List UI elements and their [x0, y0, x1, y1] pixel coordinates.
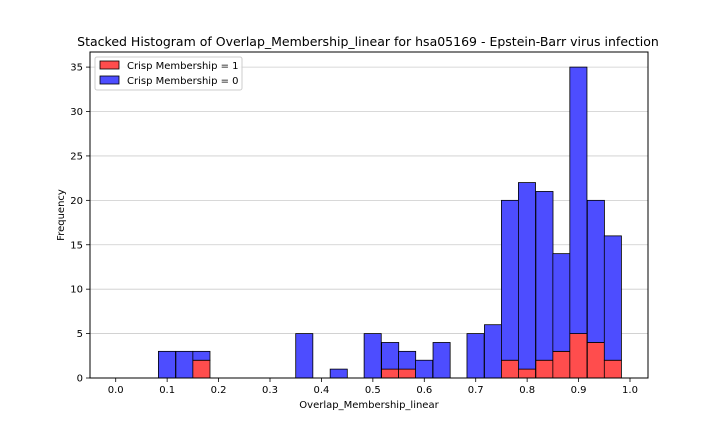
- y-axis-label: Frequency: [56, 189, 67, 241]
- legend-label-crisp-1: Crisp Membership = 1: [127, 61, 239, 72]
- y-tick-label: 35: [70, 63, 83, 74]
- bars-group: [157, 66, 622, 379]
- bar-crisp-0: [363, 333, 382, 379]
- bar-crisp-1: [569, 333, 588, 379]
- bar-crisp-1: [535, 359, 554, 379]
- legend-swatch-crisp-1: [99, 60, 120, 70]
- bar-crisp-0: [466, 333, 485, 379]
- x-tick-label: 0.3: [262, 385, 278, 396]
- bar-crisp-0: [415, 359, 434, 379]
- y-tick-label: 5: [77, 329, 83, 340]
- x-tick-label: 1.0: [622, 385, 638, 396]
- bar-crisp-0: [603, 235, 622, 361]
- bar-crisp-0: [295, 333, 314, 379]
- bar-crisp-0: [157, 350, 176, 379]
- bar-crisp-1: [381, 368, 400, 379]
- y-tick-label: 15: [70, 240, 83, 251]
- bar-crisp-0: [175, 350, 194, 379]
- legend-box: [94, 56, 243, 91]
- bar-crisp-1: [398, 368, 417, 379]
- x-tick-label: 0.1: [159, 385, 175, 396]
- plot-frame: [89, 51, 649, 379]
- legend: Crisp Membership = 1 Crisp Membership = …: [94, 56, 243, 91]
- x-axis-label: Overlap_Membership_linear: [299, 400, 439, 411]
- x-tick-label: 0.9: [571, 385, 587, 396]
- bar-crisp-0: [484, 324, 502, 379]
- bar-crisp-0: [518, 182, 536, 370]
- y-tick-label: 10: [70, 285, 83, 296]
- bar-crisp-0: [381, 342, 400, 370]
- x-axis-ticks: 0.0 0.1 0.2 0.3 0.4 0.5 0.6 0.7 0.8 0.9 1.0: [108, 378, 638, 396]
- x-tick-label: 0.5: [365, 385, 381, 396]
- bar-crisp-0: [586, 199, 605, 343]
- x-tick-label: 0.6: [416, 385, 432, 396]
- y-tick-label: 0: [77, 374, 83, 385]
- bar-crisp-0: [501, 199, 519, 361]
- bar-crisp-1: [552, 350, 571, 379]
- bar-crisp-0: [432, 342, 451, 379]
- x-tick-label: 0.4: [313, 385, 329, 396]
- chart-title: Stacked Histogram of Overlap_Membership_…: [77, 34, 659, 49]
- bar-crisp-0: [569, 66, 588, 334]
- bar-crisp-0: [398, 350, 417, 370]
- bar-crisp-0: [535, 191, 554, 361]
- bar-crisp-1: [603, 359, 622, 379]
- y-tick-label: 20: [70, 196, 83, 207]
- x-tick-label: 0.0: [108, 385, 124, 396]
- bar-crisp-0: [192, 350, 211, 361]
- bar-crisp-0: [329, 368, 348, 379]
- bar-crisp-1: [192, 359, 211, 379]
- y-tick-label: 25: [70, 151, 83, 162]
- bar-crisp-1: [518, 368, 536, 379]
- bar-crisp-0: [552, 253, 571, 352]
- y-tick-label: 30: [70, 107, 83, 118]
- x-tick-label: 0.2: [211, 385, 227, 396]
- legend-label-crisp-0: Crisp Membership = 0: [127, 76, 239, 87]
- x-tick-label: 0.7: [468, 385, 484, 396]
- bar-crisp-1: [501, 359, 519, 379]
- bar-crisp-1: [586, 342, 605, 379]
- legend-swatch-crisp-0: [99, 75, 120, 85]
- y-axis-ticks: 0 5 10 15 20 25 30 35: [70, 63, 90, 385]
- x-tick-label: 0.8: [519, 385, 535, 396]
